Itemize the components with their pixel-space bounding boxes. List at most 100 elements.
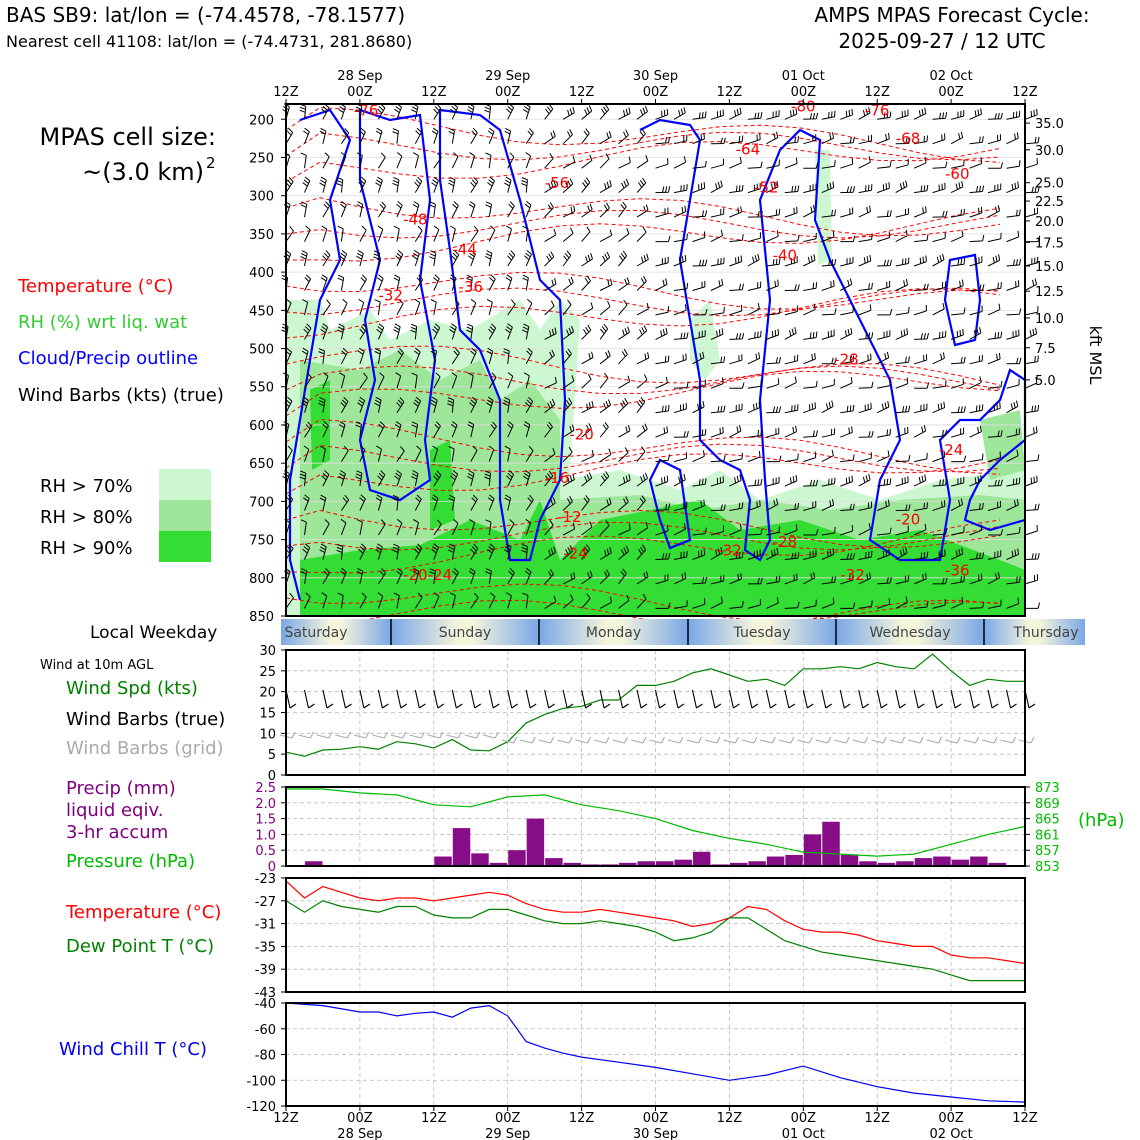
xsec-wind-barb <box>336 177 344 193</box>
xsec-wind-barb <box>599 497 612 511</box>
xsec-wind-barb <box>950 110 965 120</box>
precip-bar <box>748 861 766 866</box>
xsec-wind-barb <box>488 323 497 340</box>
xsec-wind-barb <box>710 257 725 267</box>
xsec-wind-barb <box>562 299 572 316</box>
xsec-wind-barb <box>414 445 422 462</box>
xsec-wind-barb <box>877 577 892 585</box>
xsec-wind-barb <box>673 233 688 243</box>
temperature-label: -32 <box>840 566 865 584</box>
legend-rh: RH (%) wrt liq. wat <box>18 312 187 333</box>
xsec-wind-barb <box>503 396 511 413</box>
xsec-wind-barb <box>355 421 362 438</box>
xsec-wind-barb <box>803 451 817 463</box>
xsec-wind-barb <box>636 593 647 609</box>
xsec-wind-barb <box>932 133 946 145</box>
xsec-wind-barb <box>359 274 368 291</box>
xsec-wind-barb <box>747 549 761 560</box>
xsec-wind-barb <box>821 477 836 487</box>
xsec-wind-barb <box>914 283 929 291</box>
xsec-wind-barb <box>522 274 529 291</box>
xsec-wind-barb <box>304 592 311 609</box>
xsec-wind-barb <box>673 430 689 438</box>
precip-bar <box>526 818 545 866</box>
xsec-wind-barb <box>710 574 725 585</box>
xsec-wind-barb <box>673 332 689 340</box>
wind-barb-grid <box>335 731 351 739</box>
temperature-label: -44 <box>452 241 477 259</box>
wind-barb-true <box>673 689 685 709</box>
wind-barb-grid <box>741 736 758 744</box>
precip-bar <box>988 862 1007 866</box>
xsec-wind-barb <box>747 528 763 536</box>
panel-y-tick-label: 2.5 <box>255 781 276 796</box>
wind-barb-grid <box>538 736 555 744</box>
xsec-wind-barb <box>821 378 835 389</box>
xsec-wind-barb <box>411 421 419 438</box>
xsec-wind-barb <box>285 225 294 242</box>
xsec-wind-barb <box>784 305 798 316</box>
xsec-wind-barb <box>729 135 744 145</box>
xsec-wind-barb <box>747 133 761 145</box>
xsec-wind-barb <box>987 479 1003 487</box>
temperature-contour-4 <box>285 209 1001 239</box>
panel-y-tick-label: -100 <box>246 1074 276 1089</box>
legend-rh80: RH > 80% <box>40 507 133 528</box>
xsec-wind-barb <box>932 577 948 585</box>
xsec-wind-barb <box>618 424 631 438</box>
xsec-wind-barb <box>747 182 761 194</box>
xsec-wind-barb <box>300 250 308 267</box>
wind-barb-true <box>821 689 833 709</box>
xsec-wind-barb <box>803 550 817 560</box>
xsec-wind-barb <box>636 374 648 389</box>
xsec-wind-barb <box>562 106 575 120</box>
xsec-wind-barb <box>505 323 513 340</box>
wind-barb-grid <box>612 736 629 744</box>
xsec-wind-barb <box>895 279 908 291</box>
cross-section-panel: -76 -80 -76 -68 -64 -60 -56 -52 -48 -44 -40 -36 -32 -… <box>249 98 1105 629</box>
xsec-wind-barb <box>914 184 929 194</box>
xsec-wind-barb <box>673 205 687 218</box>
xsec-wind-barb <box>895 158 909 169</box>
rh-region-3 <box>815 150 832 265</box>
xsec-wind-barb <box>340 494 350 511</box>
xsec-wind-barb <box>840 108 853 120</box>
wind-barb-grid <box>575 736 592 744</box>
xsec-wind-barb <box>599 300 611 316</box>
xsec-wind-barb <box>468 249 476 267</box>
xsec-wind-barb <box>448 494 455 511</box>
temperature-contour-10 <box>285 365 1001 395</box>
xsec-wind-barb <box>913 304 927 316</box>
temperature-label: -36 <box>459 278 484 296</box>
xsec-wind-barb <box>858 254 872 267</box>
bottom-time-label: 00Z <box>938 1111 964 1126</box>
temperature-label: -36 <box>945 561 970 579</box>
xsec-wind-barb <box>913 206 927 218</box>
xsec-wind-barb <box>655 553 671 560</box>
xsec-wind-barb <box>506 592 512 609</box>
wind-barb-grid <box>760 736 776 744</box>
xsec-wind-barb <box>655 235 671 243</box>
xsec-wind-barb <box>729 425 742 438</box>
wind-barb-grid <box>446 731 462 739</box>
xsec-wind-barb <box>599 130 612 145</box>
wind-chill-panel: -120 -100 -80 -60 -40 <box>246 997 1026 1115</box>
xsec-wind-barb <box>618 326 630 340</box>
xsec-wind-barb <box>877 308 893 316</box>
wind-barb-grid <box>815 736 832 744</box>
xsec-wind-barb <box>618 348 628 365</box>
xsec-wind-barb <box>729 382 745 389</box>
xsec-wind-barb <box>544 376 557 389</box>
xsec-wind-barb <box>784 502 800 511</box>
wind-barb-grid <box>834 736 850 744</box>
xsec-wind-barb <box>432 323 441 340</box>
xsec-wind-barb <box>393 274 401 291</box>
xsec-wind-barb <box>358 176 367 193</box>
xsec-wind-barb <box>414 274 424 291</box>
xsec-wind-barb <box>747 232 761 243</box>
xsec-wind-barb <box>319 176 327 193</box>
xsec-wind-barb <box>821 258 837 267</box>
xsec-wind-barb <box>396 152 403 169</box>
xsec-wind-barb <box>784 601 800 609</box>
wind-barb-grid <box>944 736 961 744</box>
